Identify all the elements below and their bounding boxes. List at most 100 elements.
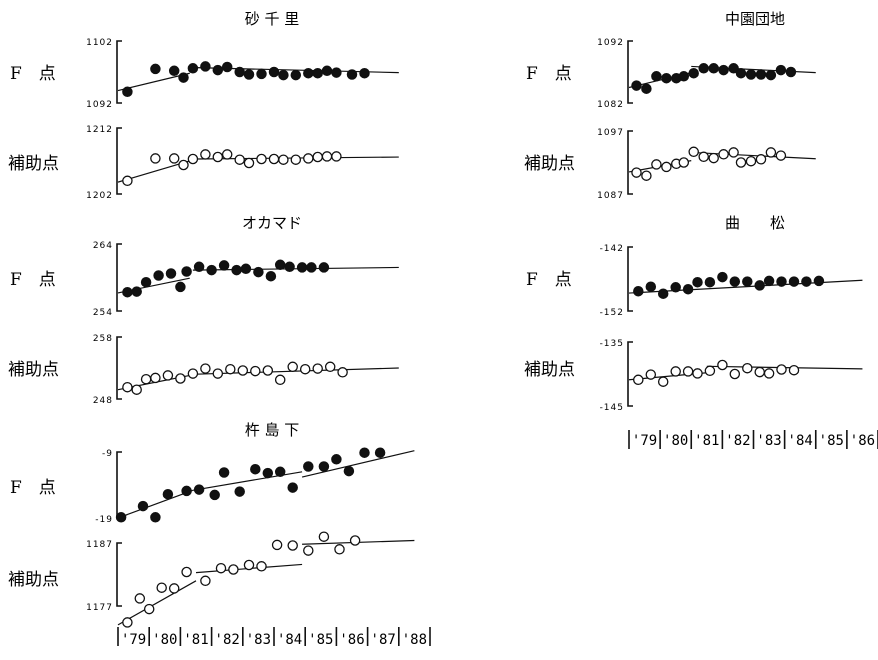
data-point-open bbox=[678, 157, 690, 168]
data-point-open bbox=[324, 361, 336, 373]
data-point-filled bbox=[312, 67, 323, 79]
data-point-open bbox=[256, 153, 267, 165]
y-tick-label: -9 bbox=[102, 449, 113, 459]
data-point-open bbox=[228, 564, 239, 575]
data-point-filled bbox=[131, 286, 142, 297]
data-point-filled bbox=[718, 64, 729, 76]
data-point-open bbox=[150, 372, 161, 384]
y-axis-line bbox=[627, 40, 633, 104]
data-point-open bbox=[143, 603, 155, 615]
data-point-filled bbox=[200, 61, 211, 72]
data-point-filled bbox=[692, 276, 703, 288]
x-tick-label: '82 bbox=[725, 433, 750, 449]
data-point-filled bbox=[287, 482, 298, 493]
data-point-open bbox=[299, 363, 311, 375]
data-point-open bbox=[651, 159, 662, 170]
data-point-filled bbox=[265, 270, 277, 282]
y-tick-label: 254 bbox=[93, 308, 113, 318]
data-point-open bbox=[698, 151, 709, 163]
data-point-filled bbox=[303, 461, 314, 472]
panel-aux-point: 1212 1202 補助点 bbox=[8, 125, 399, 201]
data-point-open bbox=[775, 150, 787, 161]
data-point-filled bbox=[296, 262, 308, 273]
chart-title: 杵 島 下 bbox=[245, 421, 300, 439]
data-point-open bbox=[717, 359, 728, 371]
data-point-filled bbox=[231, 264, 242, 276]
data-point-open bbox=[312, 151, 323, 163]
x-tick-label: '79 bbox=[632, 433, 657, 449]
trend-line bbox=[117, 489, 194, 519]
y-tick-label: -142 bbox=[600, 244, 624, 254]
data-point-open bbox=[178, 159, 189, 171]
data-point-open bbox=[287, 540, 298, 551]
data-point-open bbox=[337, 367, 348, 378]
y-axis-line bbox=[116, 451, 122, 519]
data-point-open bbox=[234, 154, 245, 165]
data-point-filled bbox=[682, 283, 694, 295]
data-point-filled bbox=[742, 276, 753, 287]
y-tick-label: 1187 bbox=[86, 540, 113, 550]
data-point-filled bbox=[765, 69, 777, 81]
y-axis-line bbox=[116, 127, 122, 195]
data-point-open bbox=[633, 374, 644, 386]
x-tick-label: '86 bbox=[339, 632, 364, 648]
data-point-open bbox=[303, 545, 314, 556]
data-point-open bbox=[278, 154, 289, 165]
chart-group-1: 砂 千 里 1102 1092 F 点 1212 1202 補助点 bbox=[8, 10, 399, 201]
data-point-open bbox=[156, 582, 167, 593]
x-axis: '79 '80 '81 '82 '83 '84 '85 '86 '87 '88 bbox=[117, 627, 431, 648]
panel-label: 補助点 bbox=[524, 154, 575, 174]
panel-aux-point: -135 -145 補助点 bbox=[524, 339, 863, 413]
data-point-open bbox=[755, 154, 767, 165]
data-point-open bbox=[745, 155, 757, 167]
panel-label: F 点 bbox=[10, 478, 56, 498]
data-point-filled bbox=[153, 270, 164, 281]
data-point-open bbox=[187, 368, 199, 379]
data-point-filled bbox=[343, 465, 355, 477]
data-point-filled bbox=[678, 71, 690, 82]
x-axis: '79 '80 '81 '82 '83 '84 '85 '86 bbox=[628, 430, 878, 449]
data-point-open bbox=[134, 593, 146, 604]
data-point-filled bbox=[670, 282, 681, 293]
data-point-open bbox=[334, 544, 345, 555]
data-point-filled bbox=[150, 512, 161, 523]
data-point-open bbox=[349, 535, 361, 546]
data-point-filled bbox=[193, 261, 205, 273]
data-point-filled bbox=[717, 271, 728, 283]
data-point-open bbox=[200, 149, 211, 160]
y-tick-label: -19 bbox=[95, 515, 113, 525]
data-point-open bbox=[708, 152, 719, 164]
data-point-filled bbox=[306, 262, 317, 273]
data-point-filled bbox=[168, 65, 180, 77]
data-point-open bbox=[237, 365, 249, 376]
data-point-open bbox=[122, 175, 133, 187]
panel-f-point: -142 -152 F 点 bbox=[526, 244, 863, 318]
data-point-filled bbox=[234, 486, 245, 497]
data-point-filled bbox=[657, 288, 669, 299]
chart-title: 曲 松 bbox=[725, 214, 785, 232]
data-point-filled bbox=[290, 69, 302, 81]
panel-label: 補助点 bbox=[8, 570, 59, 590]
x-tick-label: '80 bbox=[663, 433, 688, 449]
y-axis-line bbox=[627, 246, 633, 312]
chart-group-2: オカマド 264 254 F 点 258 248 補助点 bbox=[8, 214, 399, 406]
data-point-open bbox=[788, 364, 800, 376]
y-tick-label: 1177 bbox=[86, 603, 113, 613]
data-point-open bbox=[243, 559, 255, 571]
data-point-filled bbox=[374, 447, 386, 458]
data-point-filled bbox=[318, 262, 330, 273]
data-point-filled bbox=[813, 275, 825, 287]
data-point-filled bbox=[187, 63, 199, 74]
x-tick-label: '82 bbox=[215, 632, 240, 648]
data-point-filled bbox=[274, 259, 286, 271]
data-point-open bbox=[729, 368, 741, 380]
data-point-open bbox=[243, 157, 255, 169]
data-point-open bbox=[661, 161, 672, 173]
data-point-filled bbox=[262, 467, 274, 479]
data-point-filled bbox=[278, 69, 289, 81]
x-tick-label: '84 bbox=[788, 433, 813, 449]
data-point-filled bbox=[645, 281, 657, 292]
y-tick-label: 248 bbox=[93, 396, 113, 406]
data-point-filled bbox=[234, 66, 245, 78]
y-tick-label: 1092 bbox=[597, 38, 624, 48]
